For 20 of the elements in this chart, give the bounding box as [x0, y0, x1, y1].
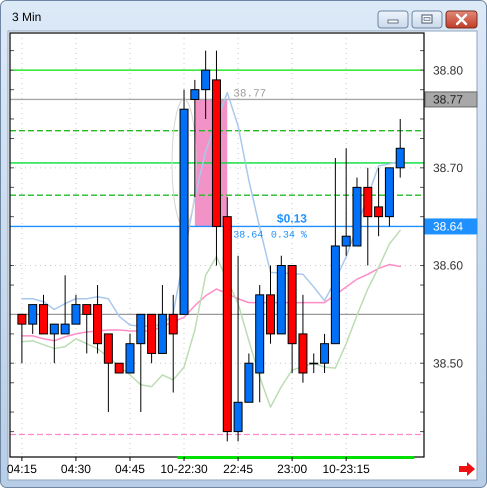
y-tick-label: 38.60	[433, 258, 464, 273]
line-series	[21, 230, 401, 408]
chart-title: 3 Min	[12, 10, 42, 24]
y-tick-label: 38.50	[433, 356, 464, 370]
x-tick-label: 10-22:30	[160, 462, 208, 476]
annotation: 38.64	[233, 230, 264, 242]
ref-line-label: 38.64	[433, 220, 464, 234]
x-tick-label: 10-23:15	[322, 462, 370, 476]
x-tick-label: 04:45	[114, 462, 146, 476]
y-tick-label: 38.70	[433, 161, 464, 176]
x-tick-label: 23:00	[277, 462, 308, 476]
annotation: $0.13	[276, 211, 308, 226]
candlestick	[320, 333, 330, 374]
ref-line-label: 38.77	[433, 92, 464, 107]
annotation: 0.34 %	[270, 230, 307, 242]
x-tick-label: 04:15	[6, 462, 38, 476]
annotation: 38.77	[233, 88, 266, 100]
x-tick-label: 22:45	[223, 462, 254, 476]
y-tick-label: 38.80	[433, 63, 464, 78]
x-tick-label: 04:30	[60, 462, 92, 476]
